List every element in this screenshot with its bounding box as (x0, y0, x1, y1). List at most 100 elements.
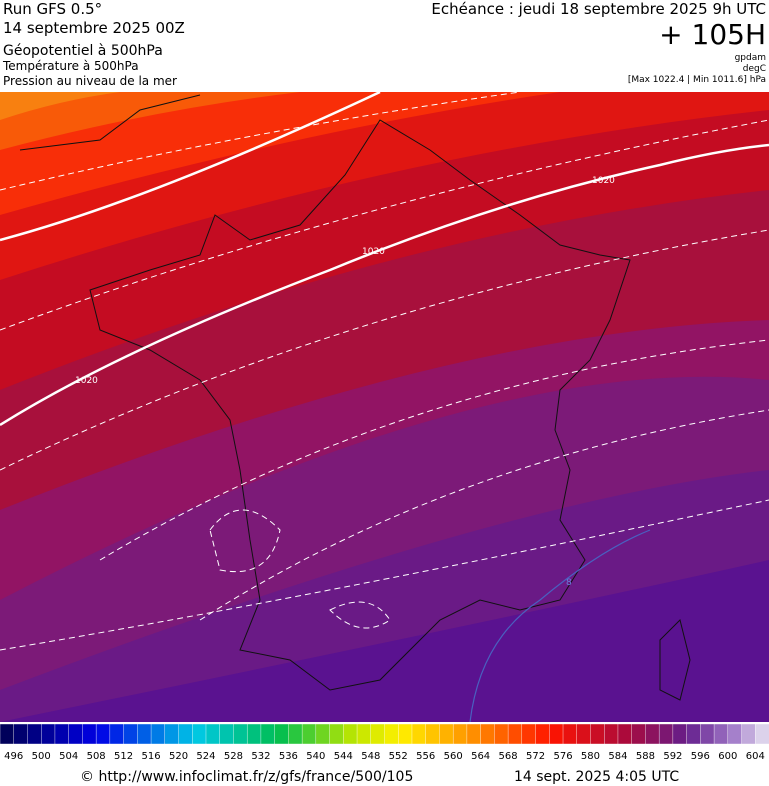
colorbar-cell (562, 723, 578, 745)
country-border (89, 119, 631, 691)
generated-time: 14 sept. 2025 4:05 UTC (514, 769, 679, 785)
map-band (0, 92, 560, 215)
colorbar-label: 600 (718, 751, 737, 762)
colorbar-cell (219, 723, 234, 745)
colorbar-cell (741, 723, 756, 745)
colorbar-cell (54, 723, 70, 745)
colorbar-label: 592 (663, 751, 682, 762)
colorbar-cell (13, 723, 28, 745)
map-band (0, 92, 300, 150)
colorbar-cell (686, 723, 701, 745)
colorbar-cell (521, 723, 537, 745)
colorbar-cell (535, 723, 550, 745)
colorbar-label: 520 (169, 751, 188, 762)
colorbar-cell (343, 723, 358, 745)
colorbar-cell (370, 723, 385, 745)
colorbar-cell (0, 723, 15, 745)
source-url: © http://www.infoclimat.fr/z/gfs/france/… (80, 769, 413, 785)
valid-time: Echéance : jeudi 18 septembre 2025 9h UT… (431, 0, 766, 18)
colorbar-cell (329, 723, 344, 745)
colorbar-cell (507, 723, 523, 745)
colorbar-cell (150, 723, 166, 745)
colorbar-label: 536 (279, 751, 298, 762)
colorbar-label: 576 (553, 751, 572, 762)
colorbar-cell (68, 723, 83, 745)
colorbar-cell (439, 723, 454, 745)
colorbar-label: 560 (444, 751, 463, 762)
run-label: Run GFS 0.5° (3, 0, 102, 18)
coastline (19, 94, 201, 151)
colorbar-label: 540 (306, 751, 325, 762)
map-band (0, 92, 120, 120)
colorbar-label: 552 (389, 751, 408, 762)
colorbar-cell (480, 723, 495, 745)
colorbar-cell (233, 723, 248, 745)
colorbar-cell (425, 723, 440, 745)
colorbar: 496 500 504 508 512 516 520 524 528 532 536 540 544 5… (0, 723, 769, 762)
colorbar-cell (274, 723, 289, 745)
colorbar-cell (755, 723, 769, 745)
island-border (659, 619, 691, 701)
colorbar-label: 500 (32, 751, 51, 762)
colorbar-label: 496 (4, 751, 23, 762)
colorbar-label: 604 (746, 751, 765, 762)
isobar (0, 92, 381, 242)
unit-temperature: degC (743, 64, 766, 74)
pressure-range: [Max 1022.4 | Min 1011.6] hPa (628, 75, 766, 85)
geopotential-lines (0, 92, 769, 651)
colorbar-label: 548 (361, 751, 380, 762)
colorbar-cell (301, 723, 317, 745)
isotherm (469, 529, 651, 722)
colorbar-cell (205, 723, 221, 745)
colorbar-label: 524 (196, 751, 215, 762)
colorbar-cell (95, 723, 111, 745)
colorbar-cell (178, 723, 193, 745)
colorbar-cell (452, 723, 468, 745)
colorbar-label: 596 (691, 751, 710, 762)
colorbar-cell (260, 723, 276, 745)
colorbar-cell (82, 723, 97, 745)
colorbar-cell (727, 723, 743, 745)
unit-geopotential: gpdam (735, 53, 766, 63)
colorbar-cell (604, 723, 619, 745)
colorbar-cell (700, 723, 715, 745)
colorbar-cell (713, 723, 729, 745)
colorbar-label: 512 (114, 751, 133, 762)
colorbar-label: 568 (499, 751, 518, 762)
colorbar-label: 504 (59, 751, 78, 762)
colorbar-cell (631, 723, 646, 745)
colorbar-cell (617, 723, 633, 745)
colorbar-cell (645, 723, 660, 745)
isobar-label: 1020 (362, 247, 385, 257)
colorbar-label: 580 (581, 751, 600, 762)
isobar (0, 143, 769, 427)
colorbar-cell (466, 723, 482, 745)
colorbar-label: 556 (416, 751, 435, 762)
colorbar-cell (494, 723, 509, 745)
colorbar-label: 588 (636, 751, 655, 762)
colorbar-label: 544 (334, 751, 353, 762)
colorbar-cell (398, 723, 413, 745)
run-date: 14 septembre 2025 00Z (3, 19, 185, 37)
colorbar-cell (123, 723, 138, 745)
colorbar-label: 532 (251, 751, 270, 762)
colorbar-label: 564 (471, 751, 490, 762)
colorbar-label: 572 (526, 751, 545, 762)
field-geopotential: Géopotentiel à 500hPa (3, 43, 163, 59)
colorbar-cell (411, 723, 427, 745)
colorbar-cell (672, 723, 688, 745)
colorbar-cell (288, 723, 303, 745)
colorbar-label: 508 (87, 751, 106, 762)
field-pressure: Pression au niveau de la mer (3, 74, 177, 88)
colorbar-cell (137, 723, 152, 745)
map: 1020 1020 1020 8 (0, 92, 769, 722)
lead-time: + 105H (659, 18, 766, 51)
field-temperature: Température à 500hPa (2, 59, 139, 73)
isobar-label: 1020 (75, 376, 98, 386)
colorbar-cell (590, 723, 605, 745)
colorbar-label: 528 (224, 751, 243, 762)
colorbar-cell (192, 723, 207, 745)
colorbar-cell (40, 723, 56, 745)
isotherm-label: 8 (566, 578, 572, 588)
